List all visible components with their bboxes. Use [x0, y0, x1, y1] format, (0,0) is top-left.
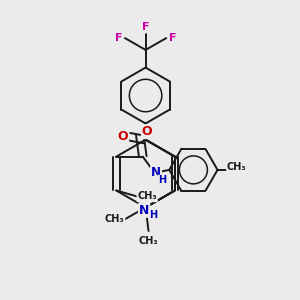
Text: CH₃: CH₃ [105, 214, 124, 224]
Text: F: F [115, 33, 122, 43]
Text: N: N [139, 204, 149, 217]
Text: F: F [169, 33, 176, 43]
Text: H: H [158, 175, 166, 185]
Text: O: O [118, 130, 128, 143]
Text: H: H [149, 210, 157, 220]
Text: N: N [151, 166, 161, 179]
Text: F: F [142, 22, 149, 32]
Text: CH₃: CH₃ [227, 162, 247, 172]
Text: O: O [142, 125, 152, 138]
Text: CH₃: CH₃ [137, 191, 157, 201]
Text: CH₃: CH₃ [139, 236, 158, 246]
